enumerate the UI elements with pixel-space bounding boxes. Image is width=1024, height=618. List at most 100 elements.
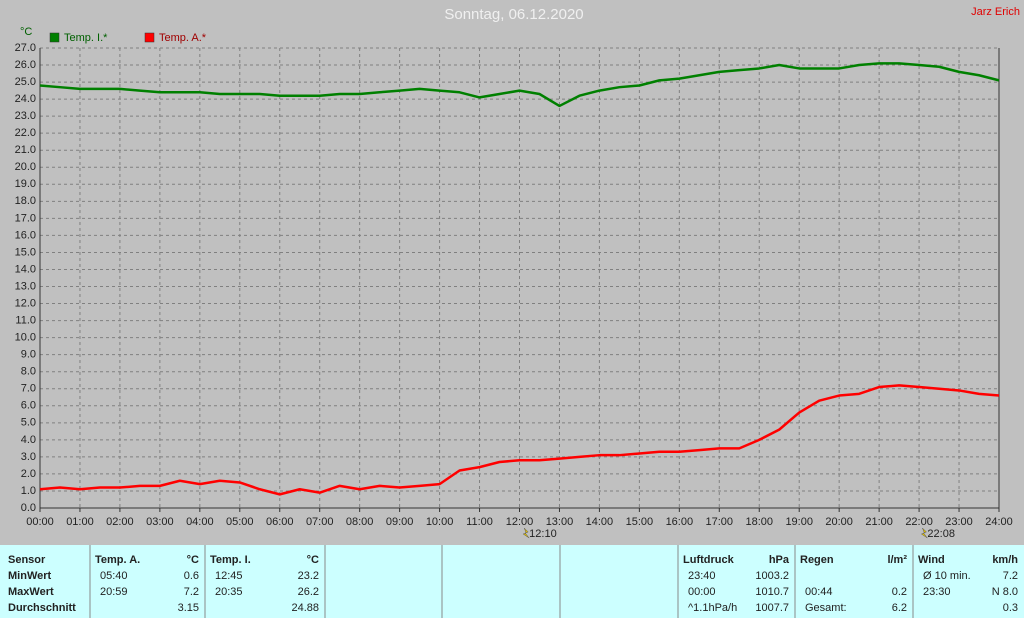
cell-value: 6.2: [892, 602, 907, 614]
y-tick-label: 1.0: [21, 485, 36, 497]
y-tick-label: 21.0: [15, 144, 36, 156]
legend-swatch: [144, 32, 155, 43]
column-unit: °C: [307, 554, 319, 566]
x-tick-label: 13:00: [546, 516, 574, 528]
y-tick-label: 20.0: [15, 161, 36, 173]
row-label: Durchschnitt: [8, 602, 76, 614]
y-axis-label: °C: [20, 26, 32, 38]
x-tick-label: 03:00: [146, 516, 174, 528]
y-tick-label: 15.0: [15, 246, 36, 258]
legend-label: Temp. A.*: [159, 32, 207, 44]
y-tick-label: 25.0: [15, 76, 36, 88]
y-tick-label: 14.0: [15, 263, 36, 275]
cell-time: 05:40: [100, 570, 128, 582]
cell-value: 0.2: [892, 586, 907, 598]
x-tick-label: 16:00: [666, 516, 694, 528]
y-tick-label: 12.0: [15, 297, 36, 309]
x-tick-label: 05:00: [226, 516, 254, 528]
column-unit: hPa: [769, 554, 790, 566]
column-header: Temp. I.: [210, 554, 251, 566]
y-tick-label: 0.0: [21, 502, 36, 514]
column-header: Temp. A.: [95, 554, 140, 566]
cell-value: 1010.7: [755, 586, 789, 598]
y-tick-label: 3.0: [21, 451, 36, 463]
line-series: [39, 62, 1000, 108]
line-series: [39, 384, 1000, 496]
x-tick-label: 21:00: [865, 516, 893, 528]
column-unit: l/m²: [887, 554, 907, 566]
y-tick-label: 4.0: [21, 434, 36, 446]
x-tick-label: 01:00: [66, 516, 94, 528]
cell-time: Gesamt:: [805, 602, 847, 614]
cell-value: 1007.7: [755, 602, 789, 614]
cell-value: 7.2: [184, 586, 199, 598]
author: Jarz Erich: [971, 6, 1020, 18]
x-tick-label: 00:00: [26, 516, 54, 528]
y-tick-label: 9.0: [21, 349, 36, 361]
x-tick-label: 20:00: [825, 516, 853, 528]
column-header: Wind: [918, 554, 945, 566]
y-tick-label: 27.0: [15, 42, 36, 54]
y-tick-label: 10.0: [15, 332, 36, 344]
x-tick-label: 12:00: [506, 516, 534, 528]
x-tick-label: 15:00: [626, 516, 654, 528]
cell-value: 24.88: [291, 602, 319, 614]
cell-time: 00:44: [805, 586, 833, 598]
cell-time: Ø 10 min.: [923, 570, 971, 582]
x-tick-label: 06:00: [266, 516, 294, 528]
column-unit: °C: [187, 554, 199, 566]
y-tick-label: 5.0: [21, 417, 36, 429]
legend-swatch: [49, 32, 60, 43]
x-tick-label: 10:00: [426, 516, 454, 528]
x-tick-label: 24:00: [985, 516, 1013, 528]
cell-value: 0.3: [1003, 602, 1018, 614]
cell-value: 1003.2: [755, 570, 789, 582]
y-tick-label: 22.0: [15, 127, 36, 139]
x-tick-label: 19:00: [785, 516, 813, 528]
row-label: MaxWert: [8, 586, 54, 598]
cell-value: 0.6: [184, 570, 199, 582]
column-header: Luftdruck: [683, 554, 735, 566]
x-tick-label: 23:00: [945, 516, 973, 528]
annotation-label: 12:10: [529, 528, 557, 540]
annotation-label: 22:08: [927, 528, 955, 540]
cell-time: 23:40: [688, 570, 716, 582]
x-tick-label: 17:00: [706, 516, 734, 528]
y-tick-label: 17.0: [15, 212, 36, 224]
annotation-icon: [522, 527, 530, 539]
cell-time: 23:30: [923, 586, 951, 598]
summary-table: [0, 545, 1024, 618]
cell-time: ^1.1hPa/h: [688, 602, 737, 614]
y-tick-label: 18.0: [15, 195, 36, 207]
cell-time: 20:59: [100, 586, 128, 598]
x-tick-label: 22:00: [905, 516, 933, 528]
x-tick-label: 18:00: [745, 516, 773, 528]
cell-time: 12:45: [215, 570, 243, 582]
y-tick-label: 16.0: [15, 229, 36, 241]
cell-value: 3.15: [178, 602, 199, 614]
x-tick-label: 02:00: [106, 516, 134, 528]
legend-label: Temp. I.*: [64, 32, 108, 44]
y-tick-label: 6.0: [21, 400, 36, 412]
x-tick-label: 07:00: [306, 516, 334, 528]
y-tick-label: 26.0: [15, 59, 36, 71]
annotation-icon: [920, 527, 928, 539]
cell-value: 7.2: [1003, 570, 1018, 582]
row-label: Sensor: [8, 554, 46, 566]
y-tick-label: 7.0: [21, 383, 36, 395]
cell-value: 26.2: [298, 586, 319, 598]
x-tick-label: 14:00: [586, 516, 614, 528]
y-tick-label: 13.0: [15, 280, 36, 292]
column-unit: km/h: [992, 554, 1018, 566]
y-tick-label: 11.0: [15, 314, 36, 326]
table-separators: [89, 545, 914, 618]
y-tick-label: 24.0: [15, 93, 36, 105]
cell-time: 20:35: [215, 586, 243, 598]
chart-title: Sonntag, 06.12.2020: [444, 6, 583, 23]
row-label: MinWert: [8, 570, 52, 582]
x-tick-label: 08:00: [346, 516, 374, 528]
y-tick-label: 2.0: [21, 468, 36, 480]
